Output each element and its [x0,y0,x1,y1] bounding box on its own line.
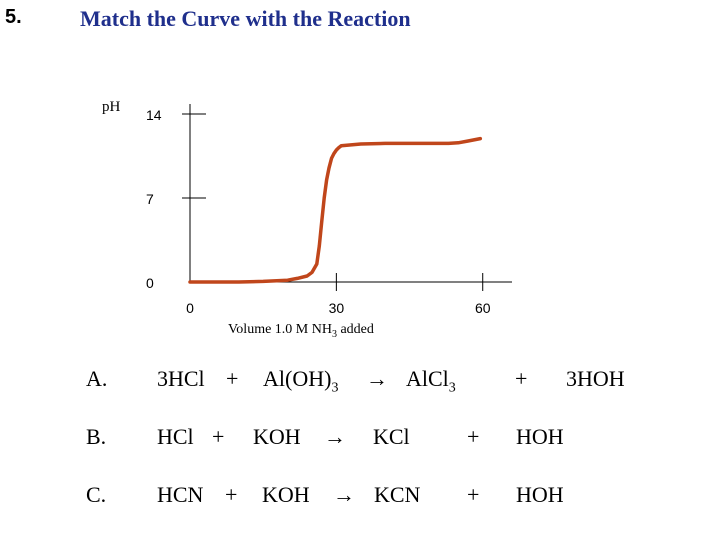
x-axis-label-subscript: 3 [332,329,337,340]
y-tick-label: 0 [146,275,154,291]
reaction-label: B. [86,424,107,449]
plus-sign: + [515,366,528,391]
plus-sign: + [467,424,480,449]
titration-chart: pH 14 7 0 0 30 60 Volume 1.0 M NH3 added [102,99,512,340]
y-tick-label: 7 [146,191,154,207]
series-line [188,136,483,284]
product-1: KCN [374,482,420,512]
product-1-main: KCl [373,424,410,449]
x-ticks: 0 30 60 [186,273,491,316]
x-axis-label: Volume 1.0 M NH3 added [228,322,374,340]
product-1: KCl [373,424,410,454]
plus-sign: + [212,424,225,449]
arrow: → [324,424,346,449]
product-1: AlCl3 [406,366,456,396]
product-2: HOH [516,424,564,449]
question-number: 5. [5,6,22,28]
reactant-2-main: Al(OH) [263,366,332,391]
plus-sign: + [226,366,239,391]
x-axis-label-main: Volume 1.0 M NH [228,322,332,337]
reactant-1: HCN [157,482,204,507]
reactant-2: KOH [253,424,301,454]
product-2: HOH [516,482,564,507]
product-1-subscript: 3 [448,380,456,396]
x-tick-label: 30 [329,300,345,316]
reactant-2-main: KOH [253,424,301,449]
reactant-1: 3HCl [157,366,205,391]
reactant-2-subscript: 3 [331,380,339,396]
product-1-main: KCN [374,482,421,507]
x-tick-label: 0 [186,300,194,316]
axes [189,104,512,283]
arrow: → [366,366,388,391]
reactant-2: KOH [262,482,310,512]
reactant-2-main: KOH [262,482,310,507]
x-axis-label-suffix: added [337,322,374,337]
reactant-2: Al(OH)3 [263,366,338,396]
y-tick-label: 14 [146,107,162,123]
arrow: → [333,482,355,507]
y-axis-label: pH [102,99,121,115]
product-2: 3HOH [566,366,625,391]
question-title: Match the Curve with the Reaction [80,6,411,31]
plus-sign: + [225,482,238,507]
x-tick-label: 60 [475,300,491,316]
plus-sign: + [467,482,480,507]
reaction-label: A. [86,366,108,391]
reaction-label: C. [86,482,107,507]
y-ticks: 14 7 0 [146,107,206,291]
reactant-1: HCl [157,424,194,449]
product-1-main: AlCl [406,366,449,391]
